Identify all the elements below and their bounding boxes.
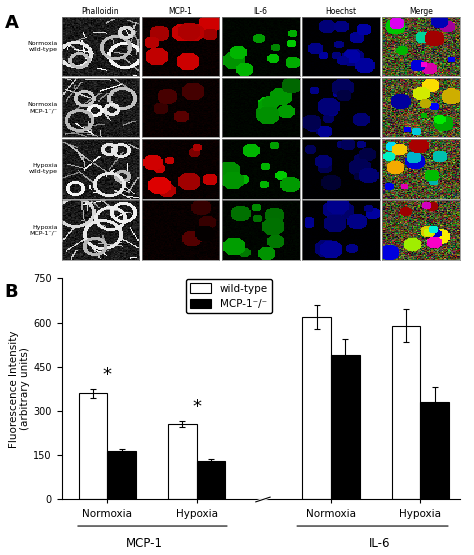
Text: *: * <box>103 366 112 384</box>
Bar <box>197 461 225 500</box>
Bar <box>168 425 197 500</box>
Text: *: * <box>192 398 201 416</box>
Bar <box>302 317 331 500</box>
Bar <box>79 393 107 500</box>
Y-axis label: Hypoxia
MCP-1⁻/⁻: Hypoxia MCP-1⁻/⁻ <box>29 225 57 235</box>
Bar <box>392 326 420 500</box>
Y-axis label: Normoxia
wild-type: Normoxia wild-type <box>27 41 57 52</box>
Bar <box>107 451 136 500</box>
Text: A: A <box>5 14 18 32</box>
Text: B: B <box>5 283 18 301</box>
Y-axis label: Normoxia
MCP-1⁻/⁻: Normoxia MCP-1⁻/⁻ <box>27 102 57 113</box>
Bar <box>331 355 360 500</box>
Text: MCP-1: MCP-1 <box>127 537 164 550</box>
Text: IL-6: IL-6 <box>368 537 390 550</box>
Title: IL-6: IL-6 <box>254 7 268 16</box>
Title: MCP-1: MCP-1 <box>169 7 192 16</box>
Y-axis label: Hypoxia
wild-type: Hypoxia wild-type <box>28 164 57 174</box>
Bar <box>420 402 449 500</box>
Legend: wild-type, MCP-1⁻/⁻: wild-type, MCP-1⁻/⁻ <box>186 279 272 313</box>
Title: Hoechst: Hoechst <box>325 7 356 16</box>
Y-axis label: Fluorescence Intensity
(arbitrary units): Fluorescence Intensity (arbitrary units) <box>9 330 30 448</box>
Title: Phalloidin: Phalloidin <box>82 7 119 16</box>
Title: Merge: Merge <box>409 7 433 16</box>
